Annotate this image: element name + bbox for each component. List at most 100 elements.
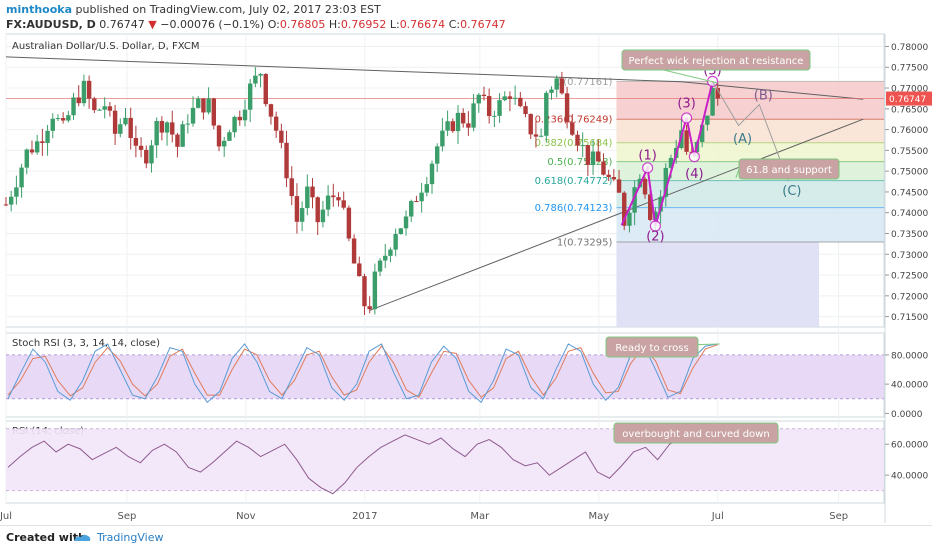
close-value: 0.76747 [460, 18, 506, 31]
x-tick-label: Jul [0, 511, 12, 522]
projection-label: (A) [733, 132, 752, 147]
candle-body [45, 130, 50, 143]
candle-body [544, 92, 549, 136]
x-tick-label: May [588, 511, 609, 522]
stoch-note-box[interactable] [605, 336, 699, 358]
candle-body [481, 94, 487, 97]
candle-body [123, 117, 128, 125]
candle-body [601, 161, 606, 175]
low-label: L: [389, 18, 400, 31]
y-tick-label: 0.77500 [891, 64, 928, 74]
x-tick-label: 2017 [352, 511, 377, 522]
support-trendline [369, 118, 864, 311]
candle-body [502, 96, 507, 101]
fib-extension-zone [616, 242, 820, 327]
candle-body [289, 178, 294, 197]
candle-body [60, 118, 66, 121]
rsi-note-box[interactable] [613, 422, 779, 444]
elliott-wave-line [620, 81, 714, 227]
wave-point-marker[interactable] [642, 162, 654, 174]
price-pane-title: Australian Dollar/U.S. Dollar, D, FXCM [12, 41, 199, 52]
candle-body [299, 208, 305, 222]
candle-body [559, 78, 565, 94]
fib-level-label: 1(0.73295) [557, 238, 613, 249]
candle-body [492, 115, 497, 117]
stoch-line-d [7, 344, 718, 398]
wick-rejection-note-box[interactable] [621, 49, 811, 71]
y-tick-label: 0.76000 [891, 126, 928, 136]
candle-body [92, 98, 97, 111]
candle-body [201, 98, 206, 113]
candle-body [409, 201, 414, 217]
candle-body [170, 122, 175, 135]
wave-point-marker[interactable] [649, 220, 662, 232]
stoch-band [6, 354, 884, 399]
candle-body [227, 132, 232, 141]
candle-body [3, 204, 9, 206]
y-tick-label: 0.78000 [891, 43, 928, 53]
candle-body [518, 97, 523, 107]
candle-body [66, 115, 71, 121]
tradingview-brand[interactable]: TradingView [97, 531, 164, 544]
candle-body [294, 196, 300, 222]
candle-body [715, 87, 720, 99]
candle-body [388, 249, 393, 256]
wave-point-marker[interactable] [688, 151, 700, 163]
candle-body [429, 163, 435, 185]
candle-body [533, 134, 539, 137]
projection-label: (C) [782, 184, 801, 199]
candle-body [476, 94, 481, 104]
fib-zone [616, 180, 884, 208]
open-label: O: [267, 18, 280, 31]
projection-label: (B) [754, 88, 773, 103]
candle-body [81, 80, 87, 104]
wave-label: (1) [638, 149, 656, 164]
candle-body [221, 140, 227, 147]
candle-body [107, 106, 113, 111]
candle-body [564, 93, 570, 123]
candle-body [320, 209, 326, 223]
chart-canvas[interactable]: Jul Sep Nov 2017 Mar May Jul Sep 0.78000 0.77500 0… [0, 0, 932, 525]
wave-point-marker[interactable] [680, 112, 693, 124]
candle-body [424, 184, 430, 193]
candle-body [585, 145, 591, 165]
x-tick-label: Mar [470, 511, 490, 522]
support-note-box[interactable] [738, 158, 840, 180]
candle-body [403, 216, 409, 229]
candle-body [351, 238, 357, 264]
rsi-line [7, 429, 718, 495]
created-with-label: Created with [6, 531, 86, 544]
support-note-pointer [735, 168, 740, 178]
fib-zone [616, 81, 884, 120]
candle-body [40, 141, 45, 143]
candle-body [112, 110, 118, 134]
candle-body [34, 141, 40, 153]
candle-body [279, 130, 284, 143]
candle-body [19, 167, 24, 188]
author-name[interactable]: minthooka [6, 3, 73, 16]
x-tick-label: Jul [711, 511, 724, 522]
candle-body [102, 106, 107, 110]
candle-body [653, 211, 658, 220]
y-tick-label: 0.76500 [891, 105, 928, 115]
candle-body [216, 125, 222, 147]
candle-body [590, 151, 596, 165]
candle-body [377, 260, 383, 272]
candle-body [434, 146, 440, 164]
candle-body [642, 178, 648, 195]
candle-body [24, 149, 29, 168]
candle-body [331, 195, 336, 198]
candle-body [138, 145, 144, 150]
candle-body [497, 100, 502, 116]
resistance-trendline [5, 56, 864, 100]
candle-body [8, 196, 14, 205]
candle-body [86, 80, 92, 99]
fib-level-label: 0.382(0.75684) [535, 138, 613, 149]
stoch-y-tick-label: 40.0000 [891, 381, 928, 391]
candle-body [258, 74, 263, 76]
fib-level-label: 0.236(0.76249) [535, 115, 613, 126]
support-note-text: 61.8 and support [746, 165, 832, 176]
candle-body [185, 123, 191, 125]
wave-label: (2) [646, 230, 664, 245]
stoch-pane-title: Stoch RSI (3, 3, 14, 14, close) [12, 338, 160, 349]
